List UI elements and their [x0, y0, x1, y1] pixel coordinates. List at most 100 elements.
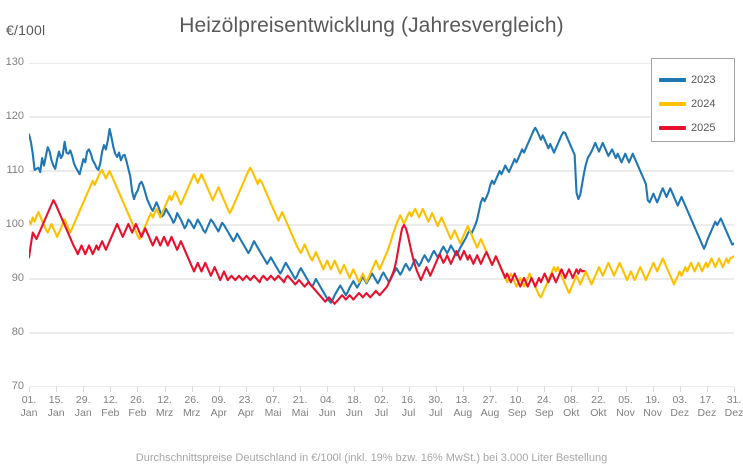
x-axis-tick-label: 21. Mai: [283, 394, 317, 419]
x-tick-month: Dez: [697, 406, 717, 419]
x-tick-day: 23.: [238, 394, 254, 406]
x-tick-day: 29.: [75, 394, 91, 406]
x-tick-month: Jul: [429, 406, 443, 419]
x-axis-tick-mark: [273, 387, 275, 392]
x-tick-month: Okt: [563, 406, 580, 419]
x-tick-month: Nov: [643, 406, 662, 419]
x-tick-month: Jun: [345, 406, 363, 419]
legend-item-2025[interactable]: 2025: [652, 116, 734, 140]
x-axis-tick-mark: [218, 387, 220, 392]
legend-item-2024[interactable]: 2024: [652, 92, 734, 116]
x-axis-tick-mark: [435, 387, 437, 392]
x-axis-tick-mark: [110, 387, 112, 392]
x-axis-tick-mark: [517, 387, 519, 392]
x-axis-tick-label: 29. Jan: [66, 394, 100, 419]
y-axis-unit-label: €/100l: [6, 22, 46, 38]
chart-legend: 2023 2024 2025: [651, 58, 735, 142]
x-axis-tick-label: 24. Sep: [527, 394, 561, 419]
x-axis-tick-label: 26. Feb: [120, 394, 154, 419]
x-tick-month: Mrz: [182, 406, 201, 419]
x-axis-tick-label: 23. Apr: [229, 394, 263, 419]
x-axis-tick-label: 15. Jan: [39, 394, 73, 419]
y-axis-tick-label: 120: [5, 110, 24, 122]
chart-title: Heizölpreisentwicklung (Jahresvergleich): [179, 14, 564, 37]
series-line-2024: [29, 166, 734, 299]
x-tick-month: Apr: [237, 406, 255, 419]
x-tick-day: 21.: [292, 394, 308, 406]
x-tick-day: 27.: [482, 394, 498, 406]
legend-color-swatch: [659, 126, 686, 130]
x-axis-tick-mark: [83, 387, 85, 392]
x-axis-tick-label: 26. Mrz: [175, 394, 209, 419]
x-axis-tick-mark: [544, 387, 546, 392]
legend-label: 2025: [691, 122, 716, 134]
x-axis-tick-mark: [652, 387, 654, 392]
x-tick-month: Feb: [128, 406, 147, 419]
x-axis-tick-label: 16. Jul: [392, 394, 426, 419]
y-axis-tick-label: 110: [6, 164, 24, 176]
x-axis-tick-label: 08. Okt: [554, 394, 588, 419]
x-tick-month: Dez: [724, 406, 743, 419]
x-axis-tick-label: 01. Jan: [12, 394, 46, 419]
x-axis-tick-label: 12. Feb: [93, 394, 127, 419]
x-axis-tick-mark: [191, 387, 193, 392]
x-tick-day: 24.: [536, 394, 552, 406]
x-tick-month: Jun: [318, 406, 336, 419]
x-axis-tick-mark: [734, 387, 735, 392]
x-tick-month: Jan: [20, 406, 38, 419]
x-tick-day: 22.: [591, 394, 606, 406]
x-tick-month: Jan: [47, 406, 65, 419]
x-tick-month: Dez: [670, 406, 690, 419]
x-axis-tick-label: 10. Sep: [500, 394, 534, 419]
legend-color-swatch: [659, 102, 686, 106]
x-axis-tick-label: 03. Dez: [663, 394, 697, 419]
x-axis-tick-mark: [56, 387, 58, 392]
chart-footnote: Durchschnittspreise Deutschland in €/100…: [135, 452, 608, 464]
x-tick-day: 10.: [509, 394, 525, 406]
x-tick-month: Mai: [291, 406, 309, 419]
x-tick-month: Jul: [401, 406, 416, 419]
y-axis-tick-label: 90: [11, 272, 24, 284]
legend-label: 2023: [691, 74, 716, 86]
x-axis-tick-mark: [571, 387, 573, 392]
x-tick-month: Sep: [507, 406, 527, 419]
legend-label: 2024: [691, 98, 716, 110]
x-axis-tick-mark: [625, 387, 627, 392]
x-tick-month: Aug: [453, 406, 473, 419]
x-axis-tick-mark: [381, 387, 383, 392]
x-axis-tick-label: 18. Jun: [337, 394, 371, 419]
x-axis-tick-mark: [679, 387, 681, 392]
x-tick-month: Aug: [480, 406, 500, 419]
legend-item-2023[interactable]: 2023: [652, 68, 734, 92]
x-axis-tick-mark: [29, 387, 30, 392]
x-axis-tick-mark: [300, 387, 302, 392]
x-axis-tick-label: 02. Jul: [365, 394, 399, 419]
x-axis-tick-label: 30. Jul: [419, 394, 453, 419]
x-axis-tick-mark: [245, 387, 247, 392]
x-tick-day: 30.: [428, 394, 444, 406]
x-tick-day: 26.: [130, 394, 145, 406]
x-axis-tick-label: 04. Jun: [310, 394, 344, 419]
x-tick-month: Nov: [616, 406, 635, 419]
x-axis-tick-mark: [327, 387, 329, 392]
x-axis-tick-label: 31. Dez: [717, 394, 743, 419]
x-tick-month: Jan: [74, 406, 92, 419]
series-line-2025: [29, 199, 586, 305]
x-axis-tick-mark: [137, 387, 139, 392]
x-tick-day: 02.: [374, 394, 389, 406]
x-tick-day: 08.: [563, 394, 579, 406]
y-axis-tick-label: 100: [5, 218, 24, 230]
x-tick-day: 04.: [319, 394, 335, 406]
x-tick-day: 01.: [21, 394, 37, 406]
x-axis-tick-mark: [354, 387, 356, 392]
x-tick-day: 12.: [103, 394, 118, 406]
x-axis-tick-label: 07. Mai: [256, 394, 290, 419]
x-tick-day: 15.: [48, 394, 64, 406]
y-axis-tick-label: 80: [11, 326, 24, 338]
x-axis-tick-mark: [598, 387, 600, 392]
x-tick-day: 12.: [157, 394, 172, 406]
x-tick-day: 19.: [645, 394, 660, 406]
plot-area: [29, 63, 734, 387]
x-tick-day: 13.: [455, 394, 471, 406]
